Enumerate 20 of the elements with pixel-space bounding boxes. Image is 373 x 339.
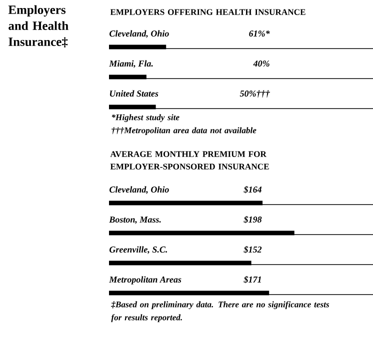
data-label: 40% bbox=[253, 60, 270, 67]
y-tick-label: Miami, Fla. bbox=[109, 60, 153, 68]
data-label: $171 bbox=[244, 276, 261, 284]
chart-title: AVERAGE MONTHLY PREMIUM FOR EMPLOYER-SPONSORED INSURANCE bbox=[110, 151, 269, 170]
data-label: 50%††† bbox=[240, 90, 270, 98]
data-label: 61%* bbox=[249, 30, 270, 37]
text: ‡Based on preliminary data. There are no significance tests for results reported. bbox=[111, 301, 330, 322]
data-label: $164 bbox=[244, 186, 262, 194]
y-tick-label: United States bbox=[110, 90, 158, 97]
y-tick-label: Cleveland, Ohio bbox=[110, 186, 169, 194]
text: †††Metropolitan area data not available bbox=[112, 127, 256, 135]
y-tick-label: Cleveland, Ohio bbox=[110, 30, 169, 38]
text: *Highest study site bbox=[112, 114, 180, 122]
data-label: $198 bbox=[244, 216, 262, 224]
y-tick-label: Metropolitan Areas bbox=[109, 276, 182, 284]
text: EMPLOYERS OFFERING HEALTH INSURANCE bbox=[110, 9, 306, 15]
y-tick-label: Greenville, S.C. bbox=[110, 246, 167, 254]
text: Employers and Health Insurance‡ bbox=[8, 5, 68, 48]
data-label: $152 bbox=[244, 246, 262, 254]
y-tick-label: Boston, Mass. bbox=[109, 216, 161, 224]
